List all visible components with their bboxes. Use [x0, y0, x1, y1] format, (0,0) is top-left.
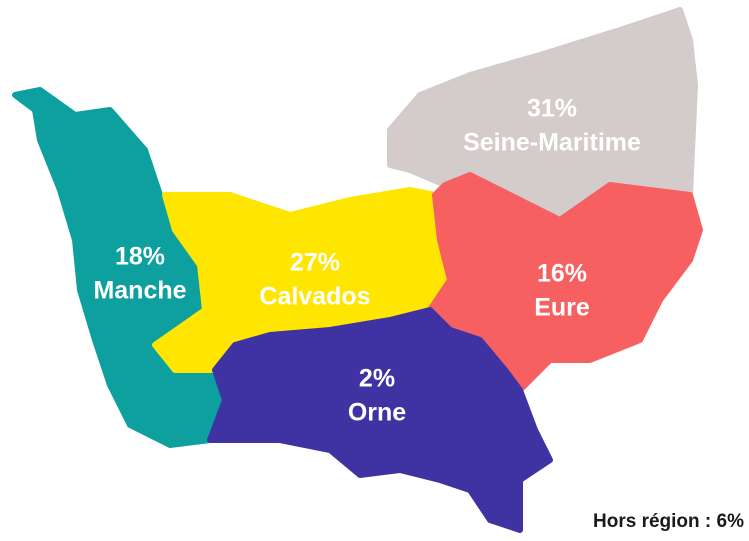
note: Hors région : 6%	[593, 511, 744, 532]
region-name: Seine-Maritime	[463, 129, 641, 157]
region-name: Orne	[348, 399, 406, 427]
region-value: 31%	[527, 95, 577, 123]
region	[207, 307, 553, 533]
region-value: 18%	[115, 243, 165, 271]
region-name: Eure	[534, 294, 590, 322]
region-value: 16%	[537, 260, 587, 288]
region	[427, 172, 703, 393]
region-name: Manche	[93, 277, 186, 305]
region-value: 27%	[290, 249, 340, 277]
region-name: Calvados	[259, 283, 370, 311]
region-value: 2%	[359, 365, 395, 393]
